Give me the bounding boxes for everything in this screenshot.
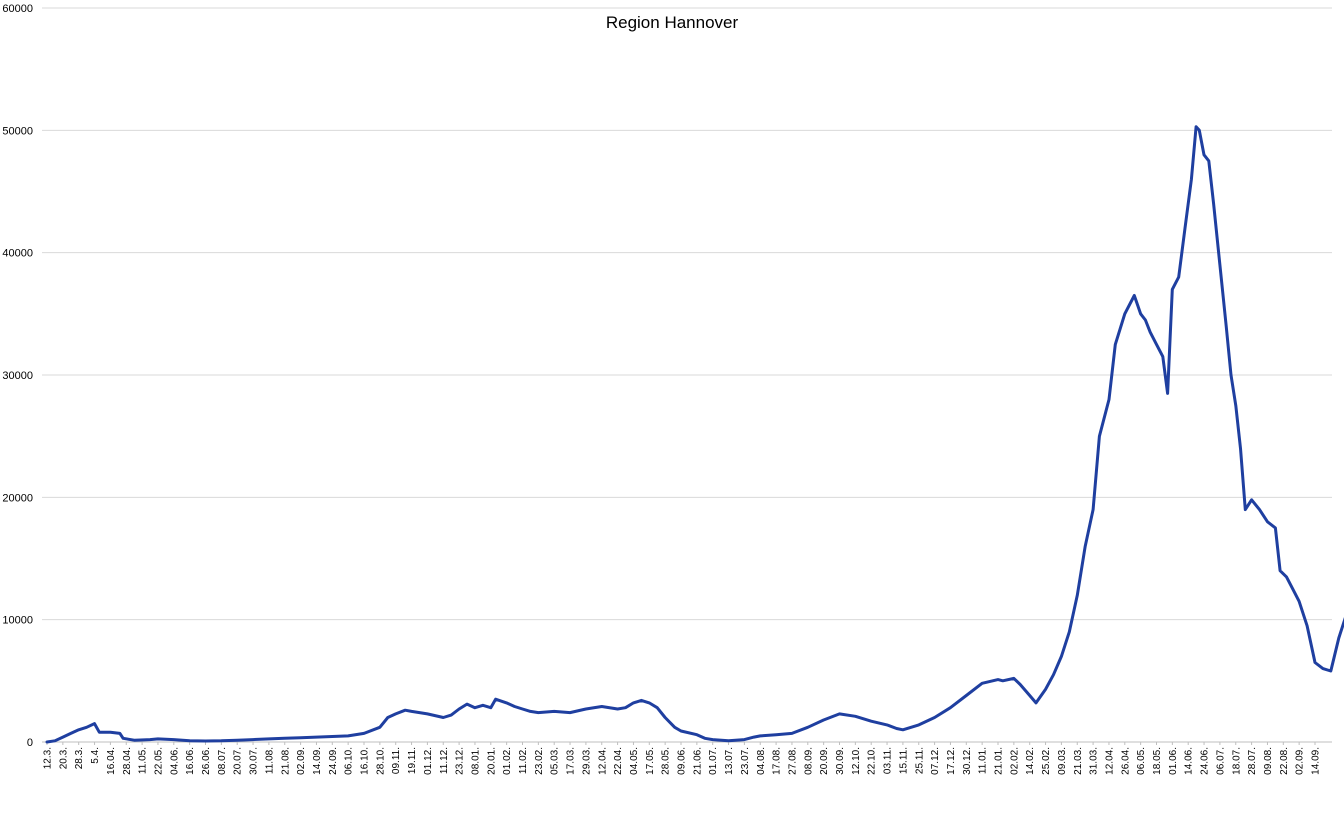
x-tick-label: 06.10.	[344, 747, 355, 775]
y-tick-label: 10000	[2, 615, 33, 627]
x-tick-label: 12.04.	[1104, 747, 1115, 775]
x-tick-label: 14.02.	[1025, 747, 1036, 775]
x-tick-label: 23.02.	[534, 747, 545, 775]
x-tick-label: 08.01.	[470, 747, 481, 775]
x-tick-label: 21.03.	[1073, 747, 1084, 775]
x-tick-label: 14.09.	[312, 747, 323, 775]
x-tick-label: 04.05.	[629, 747, 640, 775]
x-tick-label: 19.11.	[407, 747, 418, 774]
y-tick-label: 60000	[2, 3, 33, 15]
series-layer	[45, 125, 1344, 744]
x-tick-label: 30.09.	[835, 747, 846, 775]
x-tick-label: 02.09.	[1295, 747, 1306, 775]
x-tick-label: 12.10.	[851, 747, 862, 775]
x-tick-label: 28.04.	[122, 747, 133, 775]
x-tick-label: 22.10.	[867, 747, 878, 775]
x-tick-label: 18.05.	[1152, 747, 1163, 775]
x-tick-label: 16.06.	[185, 747, 196, 775]
x-tick-label: 30.12.	[962, 747, 973, 775]
x-tick-label: 28.07.	[1247, 747, 1258, 775]
x-tick-label: 02.09.	[296, 747, 307, 775]
x-tick-label: 03.11.	[883, 747, 894, 774]
x-tick-label: 18.07.	[1231, 747, 1242, 775]
x-tick-label: 04.08.	[756, 747, 767, 775]
x-tick-label: 25.02.	[1041, 747, 1052, 775]
x-tick-label: 28.3.	[74, 747, 85, 769]
x-tick-label: 22.05.	[153, 747, 164, 775]
x-tick-label: 20.07.	[233, 747, 244, 775]
x-tick-label: 23.12.	[455, 747, 466, 775]
y-tick-label: 50000	[2, 125, 33, 137]
x-tick-label: 05.03.	[550, 747, 561, 775]
x-tick-label: 12.3.	[43, 747, 54, 769]
x-tick-label: 11.08.	[264, 747, 275, 774]
x-tick-label: 22.04.	[613, 747, 624, 775]
x-tick-label: 17.08.	[772, 747, 783, 775]
x-tick-label: 06.07.	[1215, 747, 1226, 775]
x-tick-label: 09.03.	[1057, 747, 1068, 775]
y-tick-label: 30000	[2, 370, 33, 382]
x-tick-label: 20.09.	[819, 747, 830, 775]
x-tick-label: 29.03.	[581, 747, 592, 775]
x-tick-label: 11.02.	[518, 747, 529, 774]
x-tick-label: 21.01.	[994, 747, 1005, 775]
x-tick-label: 28.05.	[661, 747, 672, 775]
x-tick-label: 16.04.	[106, 747, 117, 775]
x-tick-label: 09.11.	[391, 747, 402, 774]
y-tick-label: 20000	[2, 492, 33, 504]
x-tick-label: 25.11.	[914, 747, 925, 774]
x-tick-label: 26.06.	[201, 747, 212, 775]
x-tick-label: 24.06.	[1200, 747, 1211, 775]
x-axis-ticks: 12.3. 20.3. 28.3. 5.4. 16.04. 28.04. 11.05. 22.…	[43, 742, 1322, 775]
x-tick-label: 01.12.	[423, 747, 434, 775]
x-tick-label: 07.12.	[930, 747, 941, 775]
x-tick-label: 21.08.	[280, 747, 291, 775]
x-tick-label: 26.04.	[1120, 747, 1131, 775]
x-tick-label: 08.07.	[217, 747, 228, 775]
x-tick-label: 06.05.	[1136, 747, 1147, 775]
x-tick-label: 13.07.	[724, 747, 735, 775]
x-tick-label: 17.03.	[566, 747, 577, 775]
x-tick-label: 20.3.	[58, 747, 69, 769]
y-tick-label: 40000	[2, 248, 33, 260]
x-tick-label: 17.05.	[645, 747, 656, 775]
x-tick-label: 01.06.	[1168, 747, 1179, 775]
x-tick-label: 28.10.	[375, 747, 386, 775]
x-tick-label: 15.11.	[898, 747, 909, 774]
x-tick-label: 14.06.	[1184, 747, 1195, 775]
x-tick-label: 01.02.	[502, 747, 513, 775]
chart-title: Region Hannover	[606, 13, 739, 32]
x-tick-label: 14.09.	[1311, 747, 1322, 775]
x-tick-label: 02.02.	[1009, 747, 1020, 775]
x-tick-label: 09.08.	[1263, 747, 1274, 775]
x-tick-label: 22.08.	[1279, 747, 1290, 775]
x-tick-label: 17.12.	[946, 747, 957, 775]
x-tick-label: 20.01.	[486, 747, 497, 775]
x-tick-label: 30.07.	[249, 747, 260, 775]
x-tick-label: 04.06.	[169, 747, 180, 775]
x-tick-label: 08.09.	[803, 747, 814, 775]
x-tick-label: 21.06.	[692, 747, 703, 775]
x-tick-label: 12.04.	[597, 747, 608, 775]
x-tick-label: 09.06.	[677, 747, 688, 775]
series-line	[45, 125, 1344, 744]
gridlines	[42, 7, 1332, 621]
y-axis-ticks: 0 10000 20000 30000 40000 50000 60000	[2, 3, 33, 749]
x-tick-label: 11.05.	[138, 747, 149, 774]
y-tick-label: 0	[27, 737, 33, 749]
x-tick-label: 01.07.	[708, 747, 719, 775]
x-tick-label: 11.01.	[978, 747, 989, 774]
x-tick-label: 11.12.	[439, 747, 450, 774]
x-tick-label: 24.09.	[328, 747, 339, 775]
x-tick-label: 16.10.	[360, 747, 371, 775]
x-tick-label: 27.08.	[787, 747, 798, 775]
x-tick-label: 23.07.	[740, 747, 751, 775]
x-tick-label: 5.4.	[90, 747, 101, 764]
x-tick-label: 31.03.	[1089, 747, 1100, 775]
